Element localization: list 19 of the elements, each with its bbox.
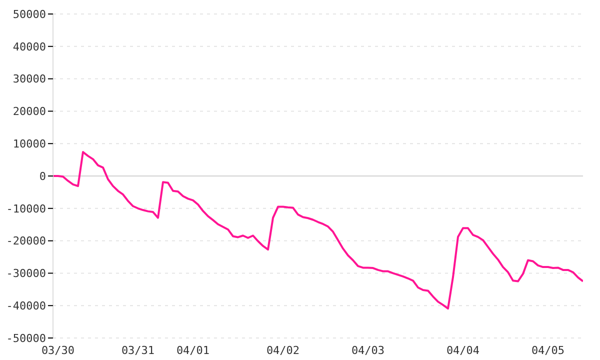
x-tick-label: 04/05 [531, 344, 565, 357]
x-tick-label: 04/03 [351, 344, 385, 357]
x-tick-label: 03/30 [41, 344, 75, 357]
y-tick-label: 40000 [12, 40, 46, 54]
y-tick-label: 0 [39, 170, 46, 183]
y-tick-label: -40000 [6, 300, 46, 313]
x-tick-label: 04/04 [446, 344, 480, 357]
x-tick-label: 03/31 [121, 344, 155, 357]
y-tick-label: -50000 [6, 332, 46, 345]
y-tick-label: -30000 [6, 267, 46, 280]
y-tick-label: 50000 [12, 8, 46, 21]
line-series [53, 151, 583, 310]
y-tick-label: 10000 [12, 138, 46, 151]
x-tick-label: 04/02 [266, 344, 300, 357]
y-tick-label: 20000 [12, 105, 46, 118]
y-tick-label: -20000 [6, 234, 46, 248]
x-tick-label: 04/01 [176, 344, 210, 357]
y-tick-label: -10000 [6, 202, 46, 216]
y-tick-label: 30000 [12, 72, 46, 86]
